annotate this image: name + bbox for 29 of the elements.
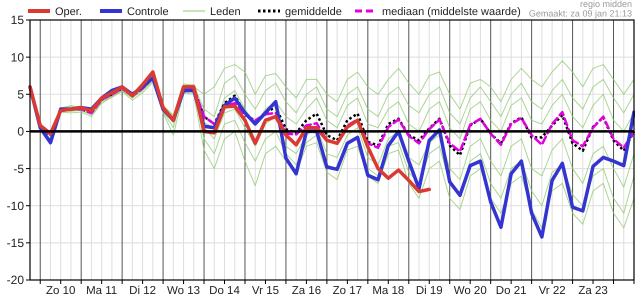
legend-label: Leden xyxy=(210,6,241,18)
text: regio midden xyxy=(580,0,632,10)
x-tick-label: Zo 10 xyxy=(46,285,76,297)
x-tick-label: Vr 22 xyxy=(538,285,566,297)
y-tick-label: -10 xyxy=(6,198,24,213)
x-tick-label: Wo 20 xyxy=(454,285,487,297)
x-tick-label: Vr 15 xyxy=(252,285,279,297)
x-tick-label: Ma 11 xyxy=(86,285,118,297)
x-tick-label: Wo 13 xyxy=(167,285,200,297)
legend-label: mediaan (middelste waarde) xyxy=(382,6,521,18)
text: Gemaakt: za 09 jan 21:13 xyxy=(528,8,632,19)
y-tick-label: 5 xyxy=(17,87,24,102)
legend-label: Controle xyxy=(127,6,169,18)
legend-label: gemiddelde xyxy=(285,6,342,18)
x-tick-label: Do 14 xyxy=(209,285,240,297)
legend-label: Oper. xyxy=(55,6,82,18)
x-tick-label: Di 12 xyxy=(129,285,156,297)
x-tick-label: Za 16 xyxy=(292,285,322,297)
x-tick-label: Do 21 xyxy=(496,285,526,297)
y-tick-label: -5 xyxy=(13,162,24,176)
y-tick-label: 10 xyxy=(10,50,24,64)
y-tick-label: -15 xyxy=(6,236,24,250)
y-tick-label: 0 xyxy=(17,124,24,139)
y-tick-label: -20 xyxy=(6,273,24,288)
x-tick-label: Di 19 xyxy=(416,285,443,297)
x-tick-label: Zo 17 xyxy=(332,285,362,297)
x-tick-label: Za 23 xyxy=(578,285,608,297)
y-tick-label: 15 xyxy=(10,13,24,28)
x-tick-label: Ma 18 xyxy=(372,285,404,297)
